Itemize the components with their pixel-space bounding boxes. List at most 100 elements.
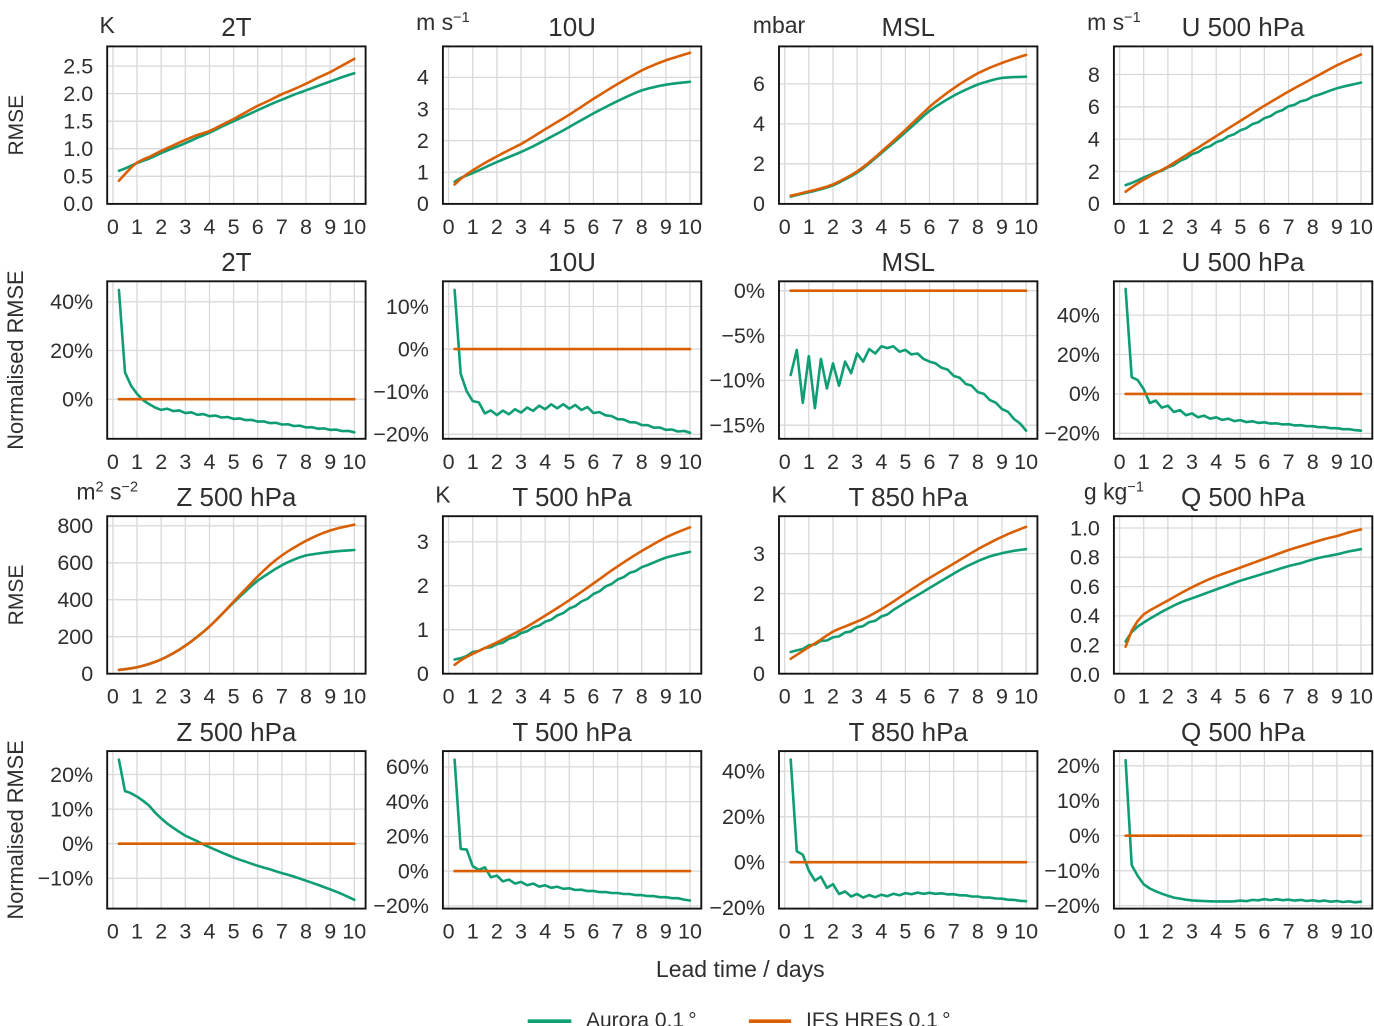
- svg-text:5: 5: [899, 685, 911, 709]
- svg-text:3: 3: [179, 920, 191, 944]
- svg-text:3: 3: [753, 542, 765, 566]
- svg-text:7: 7: [276, 450, 288, 474]
- svg-text:9: 9: [996, 215, 1008, 239]
- svg-text:mbar: mbar: [753, 12, 806, 38]
- svg-text:MSL: MSL: [881, 247, 934, 277]
- svg-text:1.5: 1.5: [63, 110, 93, 134]
- svg-text:40%: 40%: [722, 760, 765, 784]
- svg-text:8: 8: [972, 685, 984, 709]
- svg-text:3: 3: [179, 450, 191, 474]
- svg-text:K: K: [435, 482, 451, 508]
- svg-text:2: 2: [155, 920, 167, 944]
- svg-text:U 500 hPa: U 500 hPa: [1182, 12, 1305, 42]
- svg-text:3: 3: [851, 920, 863, 944]
- svg-text:2: 2: [827, 920, 839, 944]
- svg-text:5: 5: [1234, 215, 1246, 239]
- svg-text:2: 2: [417, 574, 429, 598]
- svg-text:U 500 hPa: U 500 hPa: [1182, 247, 1305, 277]
- svg-text:9: 9: [324, 450, 336, 474]
- svg-text:−20%: −20%: [709, 896, 765, 920]
- svg-text:1.0: 1.0: [1070, 516, 1100, 540]
- svg-text:9: 9: [324, 685, 336, 709]
- svg-text:8: 8: [1307, 685, 1319, 709]
- svg-text:0.5: 0.5: [63, 165, 93, 189]
- svg-text:2: 2: [827, 215, 839, 239]
- svg-text:2: 2: [753, 152, 765, 176]
- svg-text:60%: 60%: [386, 755, 429, 779]
- svg-text:Lead time / days: Lead time / days: [656, 956, 825, 982]
- svg-text:9: 9: [324, 215, 336, 239]
- svg-text:0%: 0%: [398, 337, 429, 361]
- svg-text:10: 10: [342, 920, 366, 944]
- svg-text:4: 4: [1088, 128, 1100, 152]
- svg-text:0: 0: [779, 685, 791, 709]
- svg-text:10U: 10U: [548, 247, 596, 277]
- svg-text:7: 7: [1283, 215, 1295, 239]
- svg-text:Z 500 hPa: Z 500 hPa: [176, 482, 297, 512]
- svg-text:10: 10: [1014, 685, 1038, 709]
- svg-text:−10%: −10%: [373, 380, 429, 404]
- svg-text:0: 0: [443, 920, 455, 944]
- svg-text:0: 0: [1114, 450, 1126, 474]
- svg-text:T 500 hPa: T 500 hPa: [512, 717, 632, 747]
- svg-text:1: 1: [1138, 685, 1150, 709]
- svg-text:5: 5: [1234, 685, 1246, 709]
- svg-text:6: 6: [587, 920, 599, 944]
- svg-text:10U: 10U: [548, 12, 596, 42]
- svg-text:0: 0: [779, 920, 791, 944]
- svg-text:1: 1: [1138, 450, 1150, 474]
- svg-text:3: 3: [515, 450, 527, 474]
- svg-text:1: 1: [803, 450, 815, 474]
- svg-text:2T: 2T: [221, 247, 251, 277]
- svg-text:4: 4: [875, 215, 887, 239]
- svg-text:10%: 10%: [50, 797, 93, 821]
- svg-text:4: 4: [875, 450, 887, 474]
- svg-text:6: 6: [252, 450, 264, 474]
- svg-text:4: 4: [1210, 215, 1222, 239]
- svg-text:0: 0: [107, 450, 119, 474]
- svg-text:0%: 0%: [1069, 824, 1100, 848]
- svg-text:2: 2: [491, 215, 503, 239]
- svg-text:1: 1: [753, 622, 765, 646]
- svg-text:2: 2: [1088, 160, 1100, 184]
- svg-text:K: K: [100, 12, 116, 38]
- svg-text:1: 1: [131, 920, 143, 944]
- svg-text:20%: 20%: [722, 805, 765, 829]
- svg-text:6: 6: [252, 685, 264, 709]
- svg-text:4: 4: [1210, 685, 1222, 709]
- svg-text:9: 9: [996, 920, 1008, 944]
- svg-text:10: 10: [1014, 215, 1038, 239]
- svg-text:5: 5: [228, 215, 240, 239]
- svg-text:0.8: 0.8: [1070, 546, 1100, 570]
- svg-text:RMSE: RMSE: [5, 95, 28, 156]
- svg-text:Z 500 hPa: Z 500 hPa: [176, 717, 297, 747]
- svg-text:T 500 hPa: T 500 hPa: [512, 482, 632, 512]
- svg-text:2: 2: [753, 582, 765, 606]
- svg-text:0.0: 0.0: [1070, 663, 1100, 687]
- svg-text:4: 4: [753, 112, 765, 136]
- svg-text:1: 1: [467, 450, 479, 474]
- svg-text:2: 2: [1162, 920, 1174, 944]
- svg-text:Q 500 hPa: Q 500 hPa: [1181, 717, 1306, 747]
- svg-text:2.5: 2.5: [63, 54, 93, 78]
- svg-text:3: 3: [417, 97, 429, 121]
- svg-text:7: 7: [1283, 450, 1295, 474]
- svg-text:0: 0: [443, 215, 455, 239]
- svg-text:4: 4: [204, 450, 216, 474]
- svg-text:4: 4: [1210, 450, 1222, 474]
- svg-text:0: 0: [107, 685, 119, 709]
- svg-text:10: 10: [1349, 920, 1373, 944]
- svg-text:10: 10: [678, 450, 702, 474]
- svg-text:0%: 0%: [734, 279, 765, 303]
- svg-text:9: 9: [660, 450, 672, 474]
- svg-text:9: 9: [660, 685, 672, 709]
- svg-text:1: 1: [417, 161, 429, 185]
- svg-text:8: 8: [1088, 63, 1100, 87]
- svg-text:0: 0: [1114, 685, 1126, 709]
- svg-text:9: 9: [324, 920, 336, 944]
- svg-text:7: 7: [1283, 920, 1295, 944]
- svg-text:Aurora 0.1 °: Aurora 0.1 °: [586, 1009, 697, 1026]
- svg-text:m s−1: m s−1: [1087, 9, 1141, 35]
- svg-text:8: 8: [972, 920, 984, 944]
- svg-text:10%: 10%: [1057, 789, 1100, 813]
